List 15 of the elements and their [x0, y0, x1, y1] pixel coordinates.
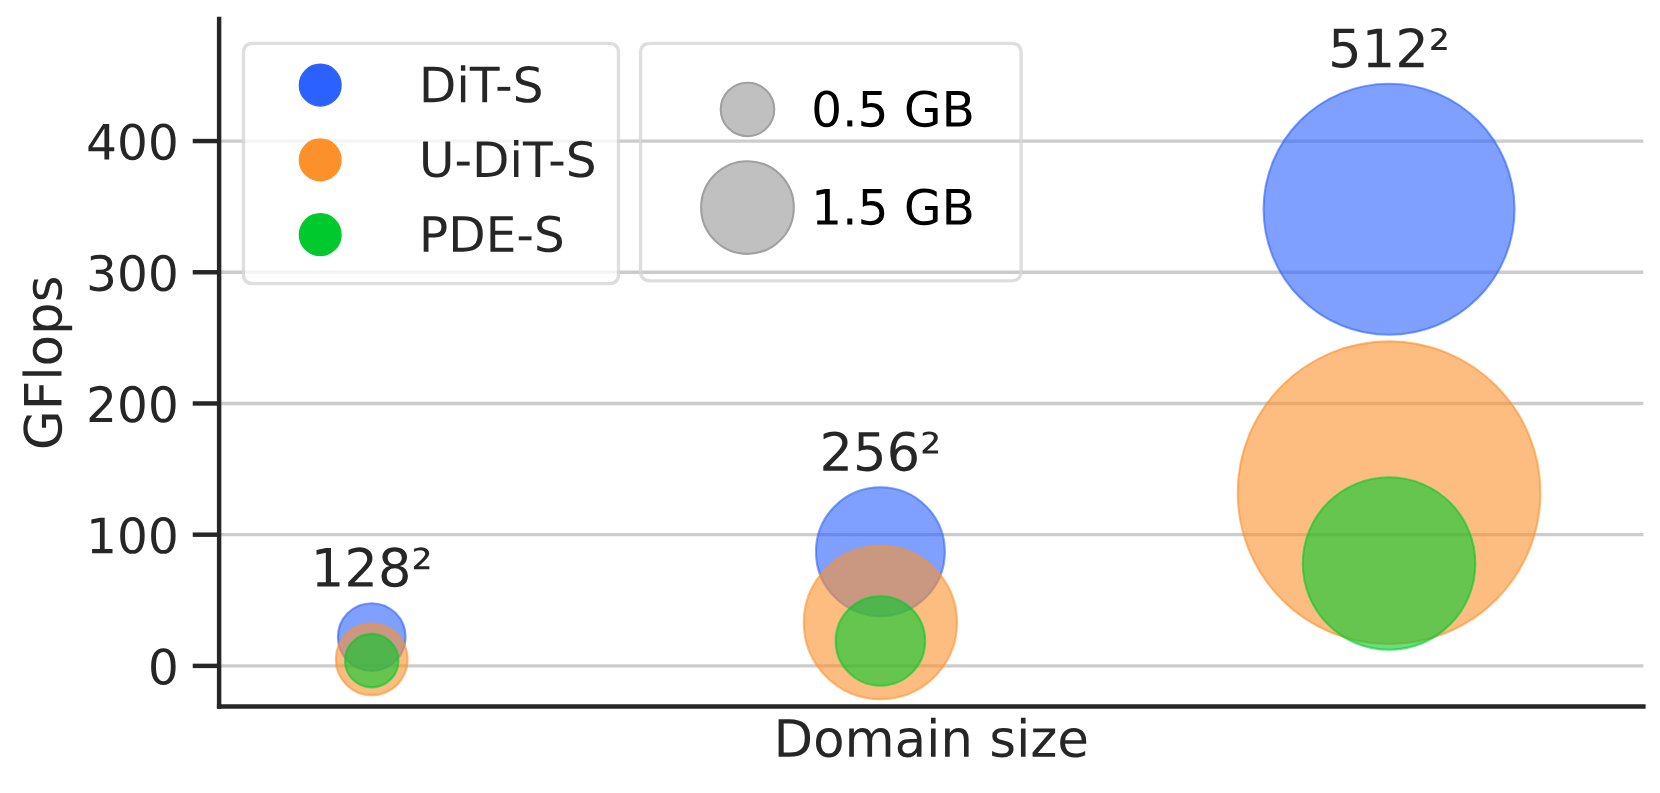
- x-tick-label: 512²: [1332, 27, 1447, 68]
- y-tick-label: 400: [88, 123, 176, 161]
- legend-label: 0.5 GB: [814, 90, 972, 128]
- y-tick-label: 200: [89, 385, 176, 423]
- x-tick-label: 128²: [316, 547, 430, 588]
- legend-label: PDE-S: [423, 215, 563, 253]
- y-tick-label: 300: [89, 254, 176, 292]
- y-tick-label: 0: [151, 648, 176, 686]
- legend-label: 1.5 GB: [816, 188, 972, 226]
- legend-label: U-DiT-S: [423, 139, 594, 178]
- y-axis-title: GFlops: [22, 278, 73, 448]
- y-tick-label: 100: [91, 517, 176, 554]
- x-axis-title: Domain size: [778, 717, 1087, 758]
- x-tick-label: 256²: [823, 431, 939, 472]
- legend-label: DiT-S: [423, 65, 541, 103]
